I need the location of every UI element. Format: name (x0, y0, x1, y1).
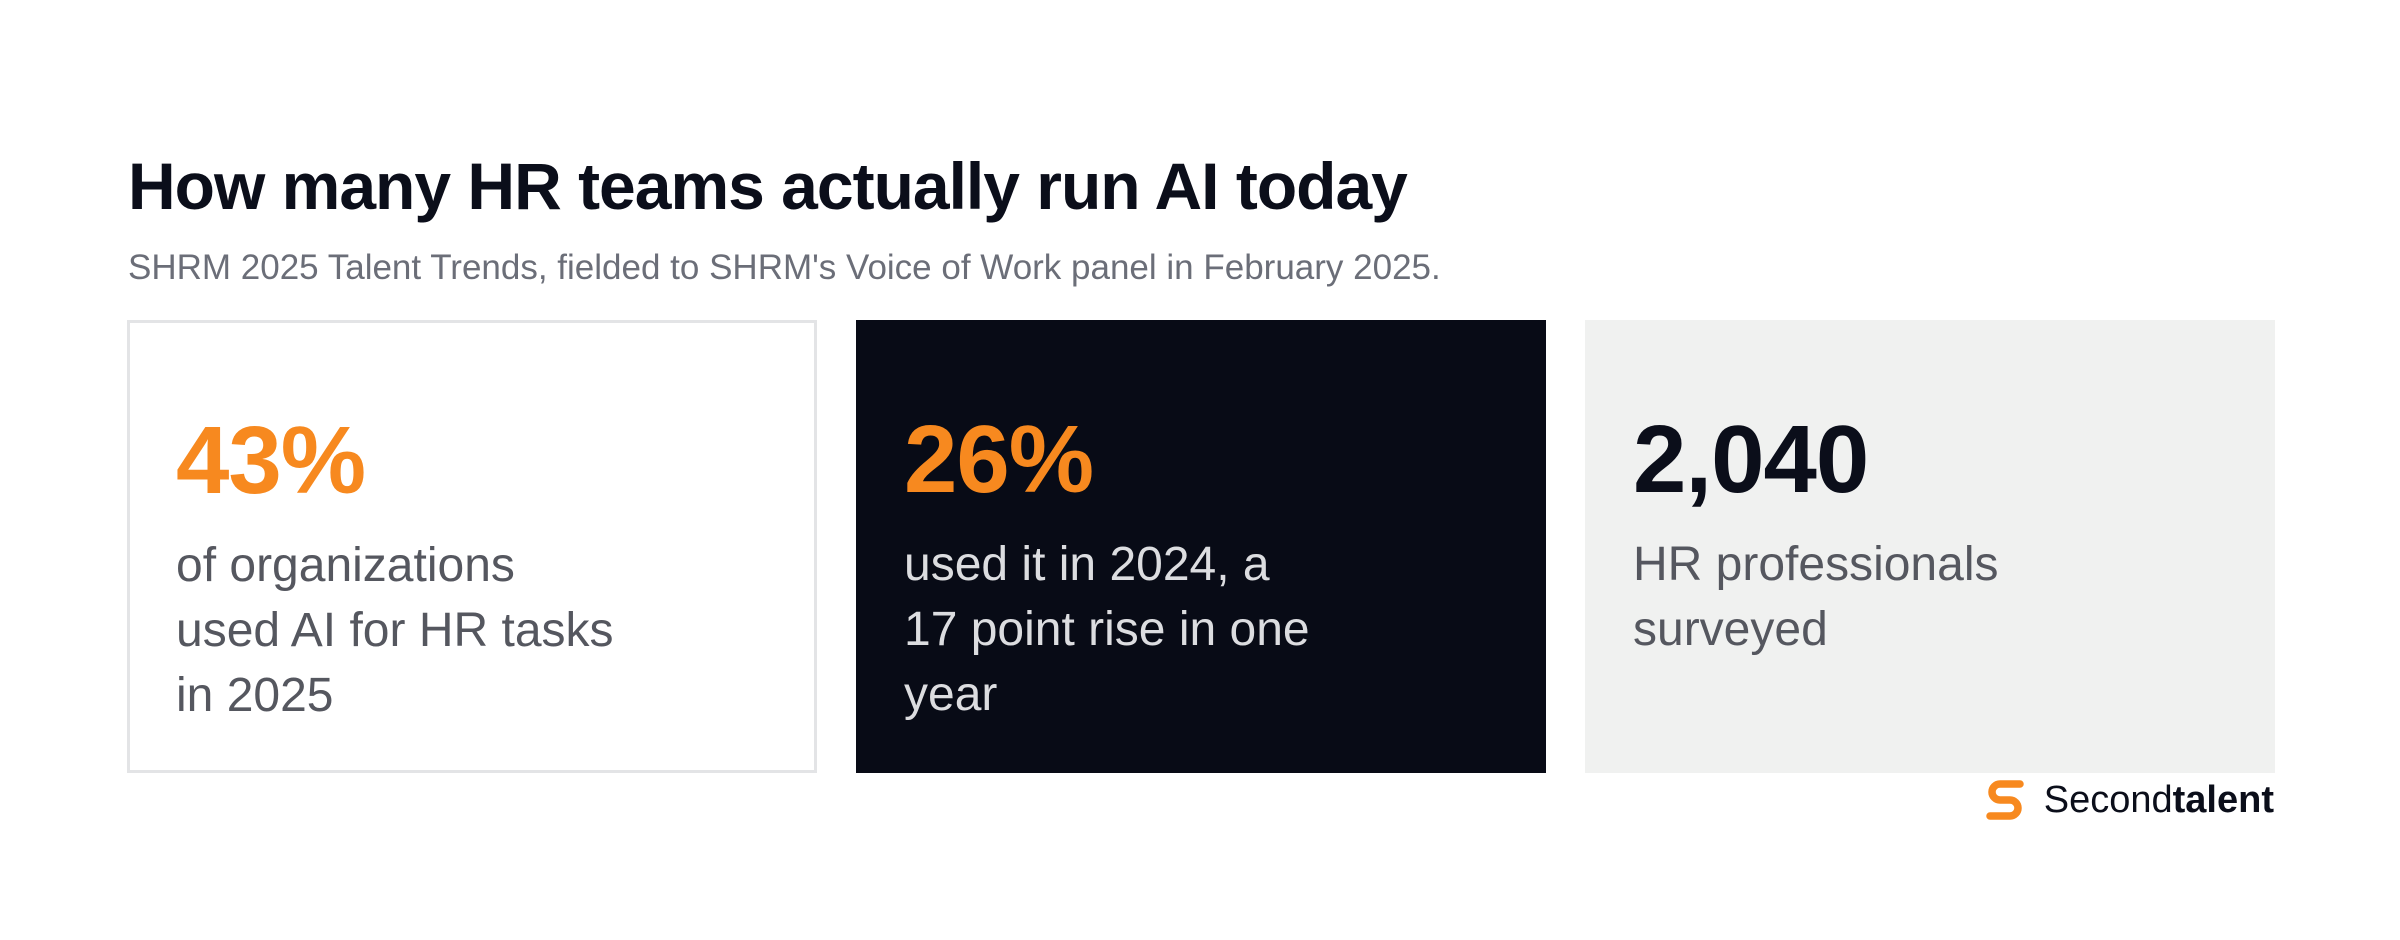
stat-card-organizations-2025: 43% of organizations used AI for HR task… (127, 320, 817, 773)
stat-value: 2,040 (1633, 406, 1869, 513)
stat-card-usage-2024: 26% used it in 2024, a 17 point rise in … (856, 320, 1546, 773)
stat-card-respondents: 2,040 HR professionals surveyed (1585, 320, 2275, 773)
brand-name-regular: Second (2043, 779, 2173, 821)
brand-name-bold: talent (2172, 779, 2274, 821)
stat-description: HR professionals surveyed (1633, 538, 1999, 656)
stat-description: used it in 2024, a 17 point rise in one … (904, 538, 1310, 721)
stat-description: of organizations used AI for HR tasks in… (176, 539, 614, 722)
brand-wordmark: Secondtalent (2044, 773, 2274, 827)
stat-value: 26% (904, 406, 1094, 513)
secondtalent-logo-icon (1986, 780, 2024, 820)
brand-logo: Secondtalent (1980, 773, 2274, 827)
stat-value: 43% (176, 407, 366, 514)
page-subtitle: SHRM 2025 Talent Trends, fielded to SHRM… (128, 248, 1441, 287)
page-title: How many HR teams actually run AI today (128, 149, 1408, 223)
